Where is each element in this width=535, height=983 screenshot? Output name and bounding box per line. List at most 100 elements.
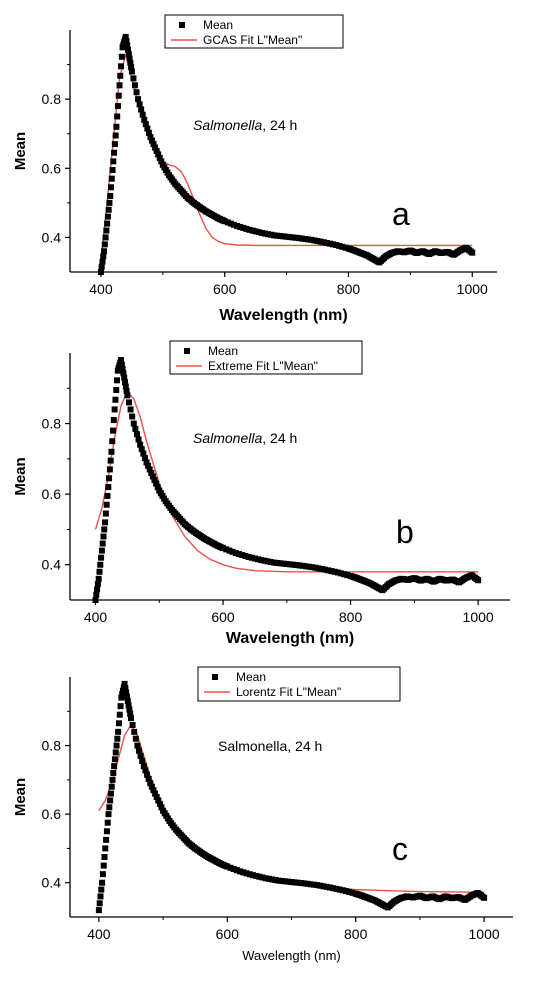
data-point: [113, 742, 120, 749]
data-point: [481, 894, 488, 901]
data-point: [119, 691, 126, 698]
y-tick-label: 0.6: [42, 486, 62, 502]
data-point: [146, 466, 153, 473]
chart-panel-b: 400 600 800 1000 0.4 0.6 0.8 Wavelength (nm) Mea…: [12, 340, 510, 647]
data-point: [124, 698, 131, 704]
data-point: [117, 72, 124, 79]
data-point: [333, 885, 340, 892]
data-point: [275, 877, 282, 884]
data-point: [130, 75, 137, 82]
data-point: [121, 374, 128, 381]
data-point: [137, 441, 144, 448]
data-point: [101, 241, 108, 248]
data-point: [132, 425, 139, 432]
data-point: [101, 854, 108, 860]
data-point: [283, 233, 290, 240]
data-point: [113, 123, 120, 130]
data-point: [111, 756, 118, 763]
data-point: [243, 225, 250, 232]
data-point: [104, 492, 111, 499]
data-point: [94, 581, 101, 588]
data-point: [105, 811, 112, 818]
data-point: [289, 234, 296, 241]
data-point: [283, 561, 290, 568]
data-point: [118, 53, 125, 60]
data-point: [114, 735, 121, 742]
data-point: [145, 129, 152, 136]
data-point: [96, 568, 103, 575]
data-point: [278, 878, 285, 884]
data-point: [140, 763, 147, 770]
y-tick-label: 0.4: [42, 229, 62, 245]
data-point: [122, 383, 129, 390]
data-point: [112, 132, 119, 139]
data-point: [129, 413, 136, 420]
data-point: [317, 882, 324, 889]
data-point: [106, 804, 113, 811]
data-point: [128, 68, 135, 75]
data-point: [309, 564, 316, 571]
data-point: [288, 879, 295, 886]
data-point: [118, 357, 125, 364]
data-point: [141, 454, 148, 461]
data-point: [123, 38, 130, 45]
data-point: [234, 223, 241, 230]
x-axis-label: Wavelength (nm): [226, 630, 354, 647]
data-point: [92, 597, 99, 603]
data-point: [113, 387, 120, 394]
data-point: [253, 872, 260, 879]
data-point: [145, 776, 152, 782]
data-point: [306, 563, 313, 570]
data-point: [104, 220, 111, 227]
data-point: [111, 149, 118, 156]
data-point: [229, 548, 236, 555]
x-tick-label: 400: [84, 609, 108, 625]
data-point: [342, 244, 349, 251]
data-point: [149, 473, 156, 480]
data-point: [118, 694, 125, 701]
data-point: [292, 234, 299, 241]
data-point: [293, 562, 300, 569]
data-point: [469, 249, 476, 256]
data-point: [112, 396, 119, 403]
data-point: [158, 158, 165, 165]
data-point: [125, 51, 132, 58]
data-point: [131, 728, 138, 735]
data-point: [326, 240, 333, 247]
data-point: [127, 715, 134, 722]
data-point: [138, 106, 145, 113]
data-point: [116, 82, 123, 89]
data-point: [122, 685, 129, 692]
data-point: [106, 466, 113, 473]
data-point: [262, 875, 269, 882]
data-point: [282, 878, 289, 885]
data-point: [264, 558, 271, 565]
data-point: [96, 900, 103, 907]
data-point: [312, 564, 319, 571]
panel-letter: a: [392, 196, 410, 232]
data-point: [136, 747, 143, 754]
data-point: [277, 560, 284, 567]
data-point: [280, 233, 287, 240]
data-point: [110, 158, 117, 165]
data-point: [314, 238, 321, 245]
data-point: [308, 236, 315, 243]
data-point: [156, 800, 163, 807]
data-point: [221, 218, 228, 225]
data-point: [110, 770, 117, 776]
data-point: [255, 229, 262, 236]
data-point: [107, 790, 114, 797]
data-point: [106, 199, 113, 206]
data-point: [248, 554, 255, 561]
data-point: [114, 377, 121, 384]
data-point: [110, 417, 117, 424]
data-point: [135, 436, 142, 443]
data-point: [147, 134, 154, 141]
x-tick-label: 600: [211, 609, 235, 625]
y-tick-label: 0.8: [42, 416, 62, 432]
data-point: [323, 883, 330, 890]
data-point: [122, 33, 129, 40]
data-point: [122, 379, 128, 386]
data-point: [224, 863, 231, 870]
x-tick-label: 800: [339, 609, 363, 625]
